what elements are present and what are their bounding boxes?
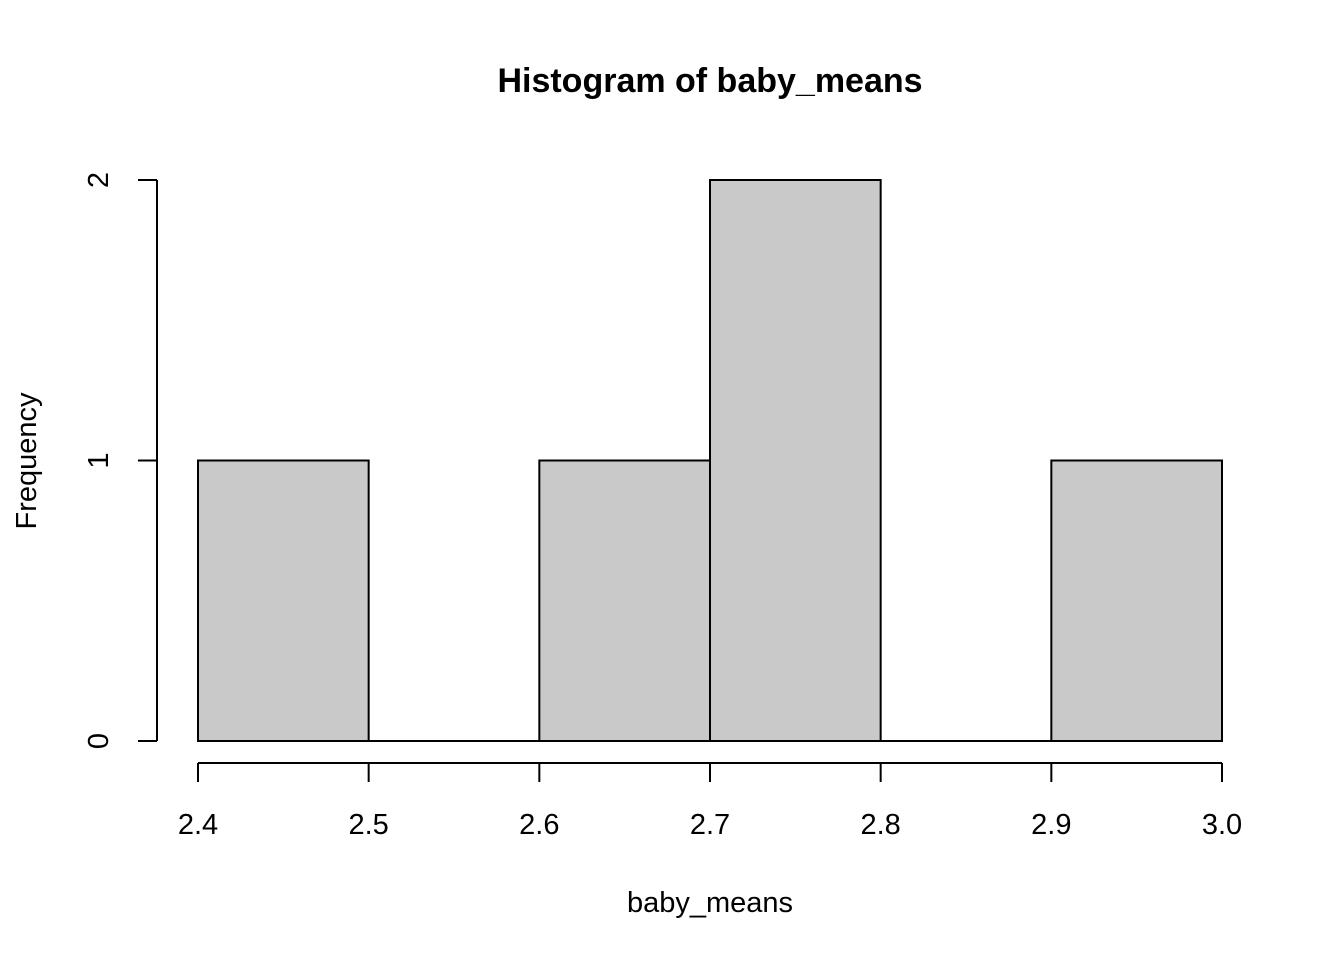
bars-group xyxy=(197,179,1224,742)
x-tick-label-0: 2.4 xyxy=(178,809,218,841)
x-tick-label-1: 2.5 xyxy=(349,809,389,841)
x-axis: 2.4 2.5 2.6 2.7 2.8 2.9 3.0 xyxy=(178,762,1242,841)
y-axis: 0 1 2 xyxy=(83,172,158,749)
histogram-bar-2 xyxy=(538,459,711,742)
histogram-bar-3 xyxy=(709,179,882,742)
x-tick-label-5: 2.9 xyxy=(1031,809,1071,841)
x-tick-label-4: 2.8 xyxy=(861,809,901,841)
x-tick-label-3: 2.7 xyxy=(690,809,730,841)
histogram-bar-0 xyxy=(197,459,370,742)
histogram-bar-5 xyxy=(1050,459,1224,742)
x-tick-label-2: 2.6 xyxy=(519,809,559,841)
x-tick-label-6: 3.0 xyxy=(1202,809,1242,841)
y-tick-label-0: 0 xyxy=(83,733,115,749)
x-axis-label: baby_means xyxy=(627,887,793,919)
y-tick-label-2: 2 xyxy=(83,172,115,188)
chart-title: Histogram of baby_means xyxy=(497,62,922,100)
y-tick-label-1: 1 xyxy=(83,452,115,468)
y-axis-label: Frequency xyxy=(11,392,43,530)
